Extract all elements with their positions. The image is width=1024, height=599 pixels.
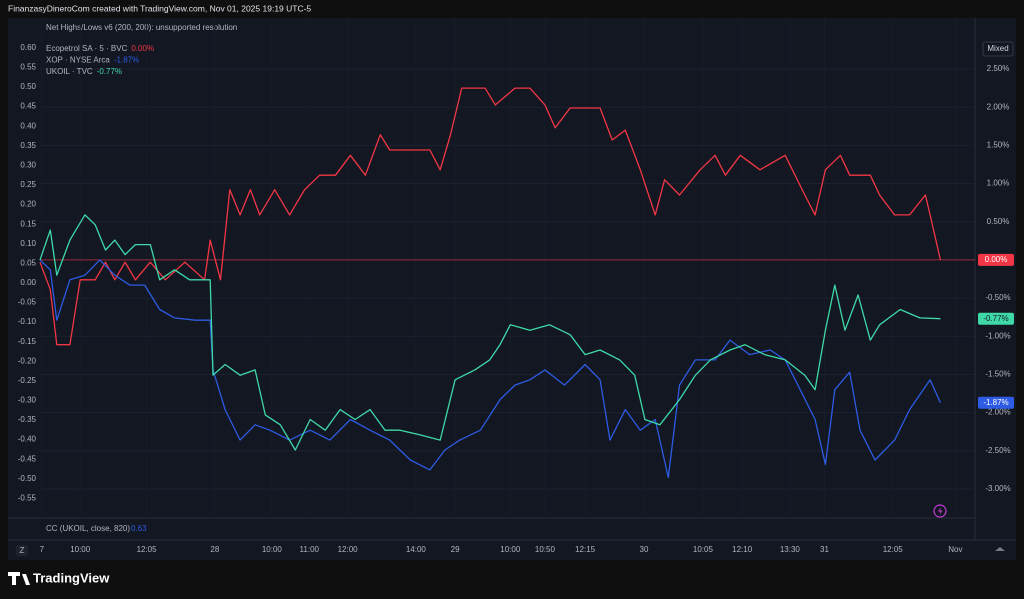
y-tick-label: 0.10: [20, 239, 36, 248]
x-tick-label: 28: [210, 545, 219, 554]
brand-name: TradingView: [33, 570, 110, 585]
x-tick-label: 14:00: [406, 545, 427, 554]
y-tick-label: 0.30: [20, 160, 36, 169]
last-value-badge: [978, 312, 1014, 325]
y-tick-label: 0.05: [20, 258, 36, 267]
last-value-label: -1.87%: [983, 398, 1008, 407]
indicator-label: Net Highs/Lows v6 (200, 200): unsupporte…: [46, 23, 237, 32]
legend-name: Ecopetrol SA · 5 · BVC: [46, 44, 128, 53]
mixed-button[interactable]: [982, 41, 1014, 57]
last-value-label: 0.00%: [985, 255, 1008, 264]
x-tick-label: 10:00: [70, 545, 91, 554]
x-tick-label: 12:10: [732, 545, 753, 554]
x-tick-label: Nov: [948, 545, 962, 554]
lightning-bolt: [938, 507, 943, 515]
last-value-badge: [978, 396, 1014, 409]
header-title: FinanzasyDineroCom created with TradingV…: [8, 3, 311, 13]
y-tick-label: -0.15: [18, 337, 37, 346]
last-value-label: -0.77%: [983, 314, 1008, 323]
y-tick-label: 0.55: [20, 63, 36, 72]
y2-tick-label: -3.00%: [985, 484, 1010, 493]
x-tick-label: 12:05: [883, 545, 904, 554]
x-tick-label: 11:00: [300, 545, 320, 554]
zoom-label[interactable]: Z: [20, 546, 25, 555]
x-tick-label: 10:50: [535, 545, 556, 554]
x-tick-label: 12:15: [575, 545, 596, 554]
y-tick-label: -0.45: [18, 454, 37, 463]
x-tick-label: 7: [40, 545, 45, 554]
x-tick-label: 13:30: [780, 545, 801, 554]
y-tick-label: 0.40: [20, 121, 36, 130]
legend-change: -1.87%: [114, 56, 139, 65]
x-tick-label: 31: [820, 545, 829, 554]
y-tick-label: 0.45: [20, 102, 36, 111]
zoom-button[interactable]: [16, 545, 28, 556]
y2-tick-label: 0.50%: [987, 217, 1010, 226]
legend-change: -0.77%: [97, 67, 122, 76]
y-tick-label: -0.05: [18, 298, 37, 307]
y2-tick-label: 1.00%: [987, 179, 1010, 188]
y2-tick-label: 2.50%: [987, 64, 1010, 73]
x-tick-label: 10:00: [500, 545, 521, 554]
y-tick-label: 0.20: [20, 200, 36, 209]
lightning-icon[interactable]: [933, 504, 947, 518]
x-tick-label: 10:05: [693, 545, 714, 554]
y-tick-label: -0.40: [18, 435, 37, 444]
y-tick-label: -0.25: [18, 376, 37, 385]
y-tick-label: 0.25: [20, 180, 36, 189]
x-tick-label: 29: [451, 545, 460, 554]
y2-tick-label: -1.50%: [985, 370, 1010, 379]
y-tick-label: -0.10: [18, 317, 37, 326]
x-tick-label: 12:00: [338, 545, 359, 554]
series-line: [39, 87, 942, 346]
x-tick-label: 12:05: [137, 545, 158, 554]
y-tick-label: -0.55: [18, 494, 37, 503]
y2-tick-label: 2.00%: [987, 102, 1010, 111]
scroll-button[interactable]: [995, 547, 1005, 551]
y-tick-label: -0.35: [18, 415, 37, 424]
y-tick-label: 0.60: [20, 43, 36, 52]
series-line: [39, 214, 941, 451]
legend-name: UKOIL · TVC: [46, 67, 93, 76]
brand-logo: [8, 572, 30, 585]
series-line: [39, 259, 941, 479]
lower-pane-value: 0.63: [131, 524, 147, 533]
lower-pane-label: CC (UKOIL, close, 820): [46, 524, 130, 533]
y2-tick-label: 1.50%: [987, 140, 1010, 149]
y2-tick-label: -0.50%: [985, 293, 1010, 302]
y-tick-label: 0.15: [20, 219, 36, 228]
x-tick-label: 30: [640, 545, 649, 554]
y-tick-label: 0.00: [20, 278, 36, 287]
y2-tick-label: -2.00%: [985, 408, 1010, 417]
y-tick-label: -0.20: [18, 356, 37, 365]
y-tick-label: 0.50: [20, 82, 36, 91]
y-tick-label: 0.35: [20, 141, 36, 150]
legend-change: 0.00%: [131, 44, 154, 53]
y-tick-label: -0.50: [18, 474, 37, 483]
y2-tick-label: -1.00%: [985, 331, 1010, 340]
legend-name: XOP · NYSE Arca: [46, 56, 110, 65]
last-value-badge: [978, 253, 1014, 266]
x-tick-label: 10:00: [262, 545, 283, 554]
mixed-label[interactable]: Mixed: [987, 44, 1008, 53]
y-tick-label: -0.30: [18, 396, 37, 405]
y2-tick-label: -2.50%: [985, 446, 1010, 455]
chart-background: [8, 18, 1016, 560]
